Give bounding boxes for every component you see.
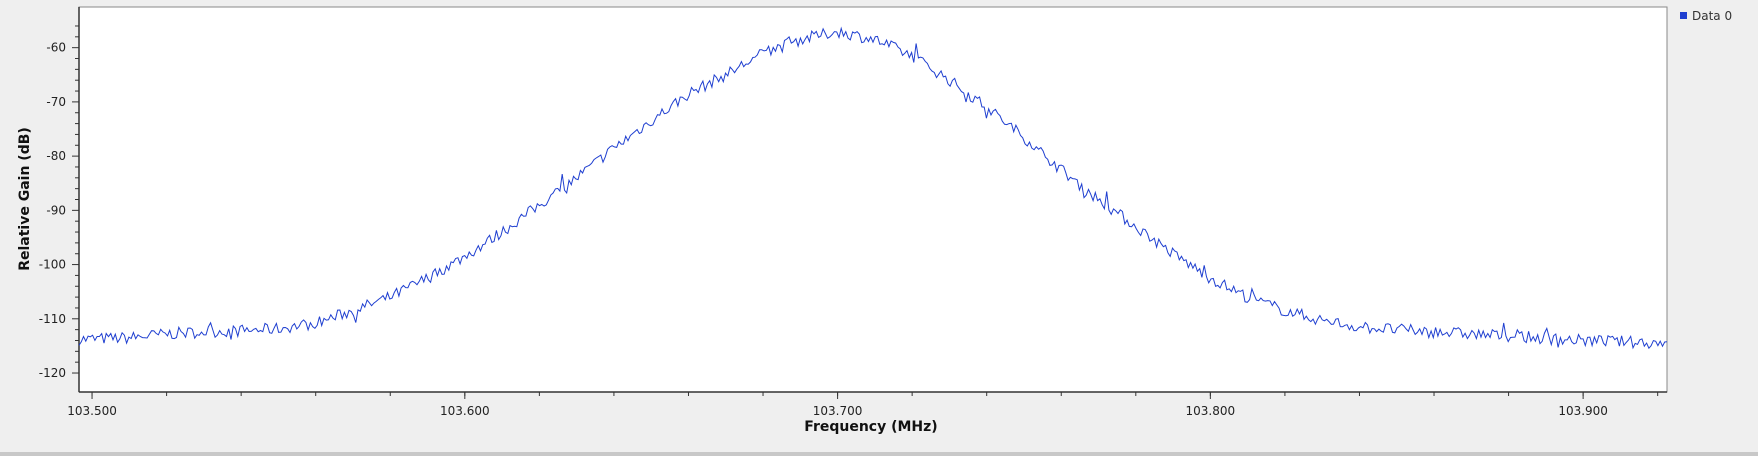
x-tick-label: 103.900 [1558,404,1608,418]
y-tick-label: -70 [46,95,66,109]
legend-label-data-0: Data 0 [1692,9,1732,23]
x-tick-label: 103.800 [1186,404,1236,418]
x-axis-label: Frequency (MHz) [804,419,937,435]
y-tick-label: -110 [39,312,66,326]
y-tick-label: -100 [39,258,66,272]
legend[interactable]: Data 0 [1680,9,1732,23]
series-line-data-0 [78,26,1668,350]
bottom-border [0,452,1758,456]
axes: -60 -70 -80 -90 -100 -110 -120 103.500 103.600 10… [39,7,1667,418]
x-tick-label: 103.700 [813,404,863,418]
y-tick-label: -80 [46,149,66,163]
y-tick-label: -60 [46,41,66,55]
legend-swatch-data-0 [1680,12,1687,19]
x-tick-label: 103.500 [67,404,117,418]
y-tick-label: -120 [39,366,66,380]
y-axis-label: Relative Gain (dB) [17,127,33,271]
x-tick-label: 103.600 [440,404,490,418]
y-tick-label: -90 [46,203,66,217]
plot-area[interactable] [78,6,1668,393]
